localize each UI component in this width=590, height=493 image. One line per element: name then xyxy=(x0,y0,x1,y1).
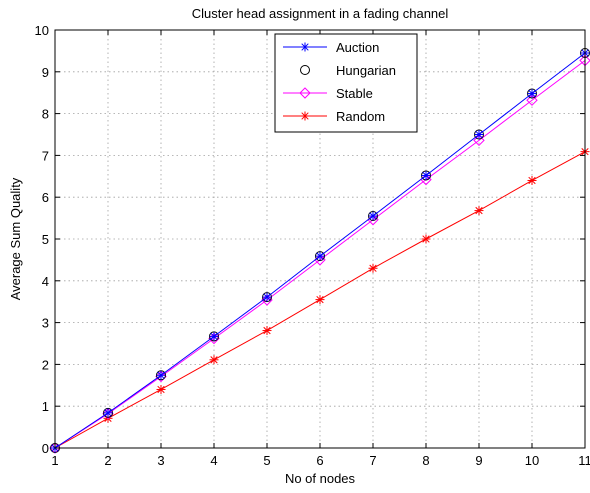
legend-label: Stable xyxy=(336,86,373,101)
data-point-auction xyxy=(156,370,166,380)
legend-label: Auction xyxy=(336,40,379,55)
data-point-stable xyxy=(102,408,114,420)
legend-label: Hungarian xyxy=(336,63,396,78)
x-tick-label: 4 xyxy=(210,453,217,468)
x-tick-label: 10 xyxy=(525,453,539,468)
legend-entry-auction: Auction xyxy=(283,40,379,55)
legend: Auction Hungarian Stable Random xyxy=(274,33,418,133)
data-point-random xyxy=(474,206,484,216)
y-tick-label: 7 xyxy=(42,148,49,163)
data-point-auction xyxy=(474,130,484,139)
legend-marker-stable xyxy=(299,87,311,99)
x-tick-label: 7 xyxy=(369,453,376,468)
legend-marker-auction xyxy=(300,42,310,52)
y-tick-label: 1 xyxy=(42,399,49,414)
y-tick-label: 3 xyxy=(42,316,49,331)
data-point-auction xyxy=(209,331,219,341)
x-tick-label: 6 xyxy=(316,453,323,468)
data-point-random xyxy=(421,234,431,244)
legend-label: Random xyxy=(336,109,385,124)
legend-entry-hungarian: Hungarian xyxy=(300,63,396,78)
data-point-random xyxy=(368,263,378,273)
y-tick-label: 6 xyxy=(42,190,49,205)
x-tick-label: 9 xyxy=(475,453,482,468)
data-point-random xyxy=(156,384,166,394)
data-point-random xyxy=(209,355,219,365)
data-point-auction xyxy=(421,170,431,180)
chart-title: Cluster head assignment in a fading chan… xyxy=(192,6,449,21)
x-tick-label: 11 xyxy=(578,453,590,468)
grid-lines xyxy=(55,30,585,448)
y-tick-label: 10 xyxy=(35,23,49,38)
y-tick-label: 2 xyxy=(42,357,49,372)
x-tick-label: 5 xyxy=(263,453,270,468)
y-tick-label: 0 xyxy=(42,441,49,456)
data-point-stable xyxy=(526,94,538,106)
data-point-random xyxy=(315,295,325,305)
data-point-random xyxy=(527,175,537,185)
y-axis-label: Average Sum Quality xyxy=(8,177,23,300)
legend-entry-random: Random xyxy=(283,109,385,124)
x-tick-label: 8 xyxy=(422,453,429,468)
data-point-auction xyxy=(527,89,537,99)
data-point-auction xyxy=(103,408,113,418)
data-point-auction xyxy=(262,292,272,302)
legend-marker-hungarian xyxy=(300,65,310,75)
x-tick-label: 2 xyxy=(104,453,111,468)
legend-entry-stable: Stable xyxy=(283,86,373,101)
y-tick-label: 9 xyxy=(42,65,49,80)
x-axis-label: No of nodes xyxy=(285,471,356,486)
x-tick-label: 1 xyxy=(51,453,58,468)
data-point-stable xyxy=(473,134,485,147)
data-point-auction xyxy=(315,251,325,261)
data-point-random xyxy=(262,326,272,336)
data-point-auction xyxy=(368,211,378,221)
x-tick-label: 3 xyxy=(157,453,164,468)
legend-marker-random xyxy=(300,111,310,121)
y-tick-label: 5 xyxy=(42,232,49,247)
data-point-stable xyxy=(261,294,273,306)
y-tick-label: 4 xyxy=(42,274,49,289)
y-tick-label: 8 xyxy=(42,107,49,122)
